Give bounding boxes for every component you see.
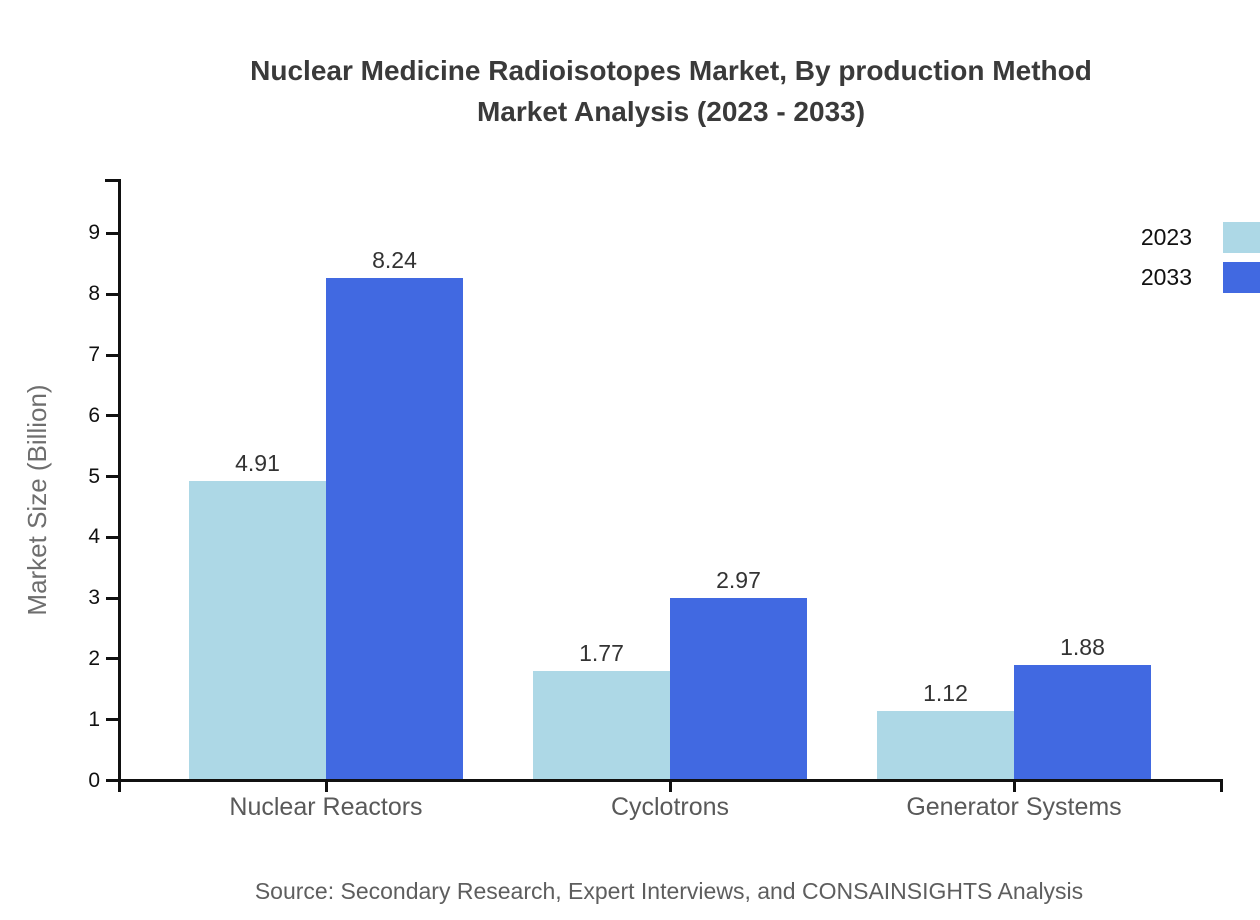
y-axis-spine [118,179,121,792]
y-tick [106,718,118,722]
y-tick-label: 4 [88,525,100,549]
value-label-2023-nuclear-reactors: 4.91 [235,450,280,476]
y-tick [106,475,118,479]
y-tick-label: 2 [88,646,100,670]
x-category-label: Cyclotrons [610,793,730,821]
x-axis-end-cap [1220,779,1223,792]
y-tick-label: 1 [88,707,100,731]
legend-row-2023: 2023 [1141,222,1260,253]
y-tick-label: 9 [88,221,100,245]
y-tick [106,779,118,782]
y-tick-label: 0 [88,768,100,792]
chart-title: Nuclear Medicine Radioisotopes Market, B… [82,50,1260,132]
bar-2033-generator-systems [1014,665,1151,779]
legend-row-2033: 2033 [1141,262,1260,293]
y-axis-end-cap [105,179,118,182]
chart-title-line1: Nuclear Medicine Radioisotopes Market, B… [250,55,1092,86]
legend-swatch-2023 [1223,222,1260,253]
y-tick [106,535,118,539]
y-tick [106,596,118,600]
x-tick [1012,779,1016,792]
y-tick [106,657,118,661]
y-tick [106,231,118,235]
value-label-2033-generator-systems: 1.88 [1060,634,1105,660]
bar-2023-nuclear-reactors [189,481,326,779]
bar-2033-nuclear-reactors [326,278,463,779]
x-axis-spine [107,779,1223,782]
value-label-2033-nuclear-reactors: 8.24 [372,247,417,273]
legend-swatch-2033 [1223,262,1260,293]
y-tick [106,292,118,296]
y-tick [106,353,118,357]
x-category-label: Nuclear Reactors [229,793,423,821]
bar-2023-cyclotrons [533,671,670,779]
value-label-2023-generator-systems: 1.12 [923,680,968,706]
y-tick [106,414,118,418]
y-tick-label: 7 [88,343,100,367]
y-tick-label: 3 [88,586,100,610]
value-label-2033-cyclotrons: 2.97 [716,567,761,593]
x-tick [668,779,672,792]
x-tick [324,779,328,792]
bar-2033-cyclotrons [670,598,807,779]
y-tick-label: 8 [88,282,100,306]
y-tick-label: 6 [88,403,100,427]
chart-title-line2: Market Analysis (2023 - 2033) [476,96,866,127]
x-category-label: Generator Systems [906,793,1122,821]
legend-label-2023: 2023 [1140,224,1192,250]
source-note: Source: Secondary Research, Expert Inter… [254,878,1084,904]
bar-2023-generator-systems [877,711,1014,779]
value-label-2023-cyclotrons: 1.77 [579,640,624,666]
legend-label-2033: 2033 [1140,264,1192,290]
y-tick-label: 5 [88,464,100,488]
legend: 2023 2033 [1141,222,1260,302]
